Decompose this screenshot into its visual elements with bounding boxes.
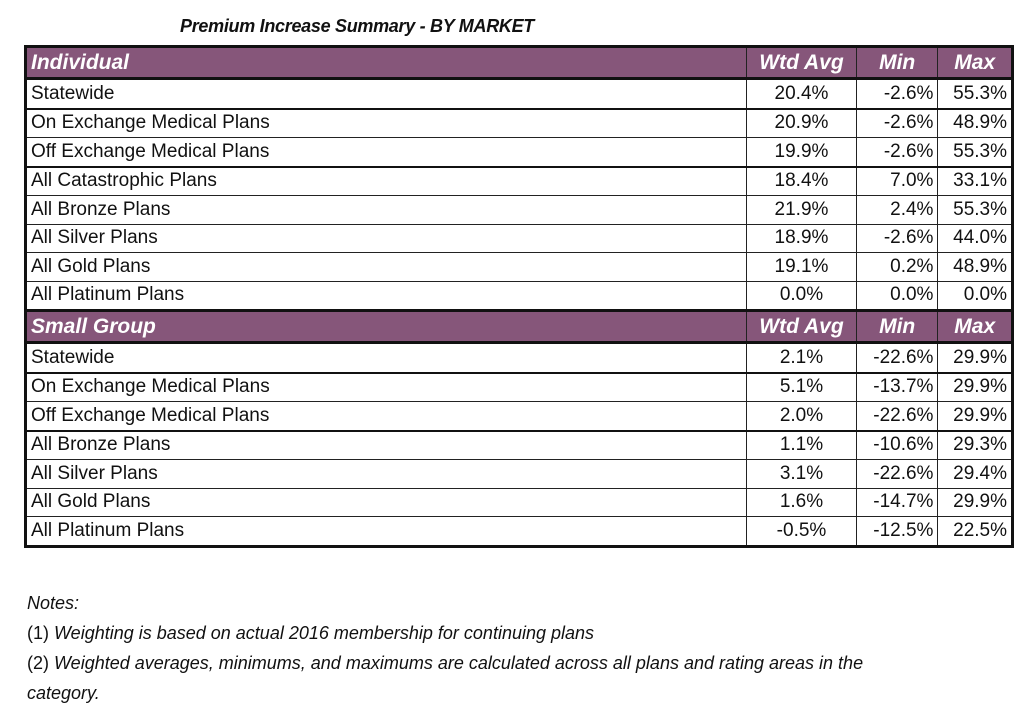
min-cell: -22.6%	[855, 342, 939, 374]
max-cell: 55.3%	[937, 195, 1013, 225]
row-label: Off Exchange Medical Plans	[24, 137, 748, 168]
wtd-avg-cell: 1.1%	[746, 430, 857, 460]
wtd-avg-cell: 3.1%	[746, 459, 857, 489]
section-title: Individual	[24, 46, 748, 79]
column-header: Wtd Avg	[746, 310, 857, 343]
table-row: On Exchange Medical Plans 5.1% -13.7% 29.9%	[24, 372, 1013, 402]
min-cell: -2.6%	[855, 78, 939, 110]
min-cell: -14.7%	[855, 487, 939, 517]
max-cell: 48.9%	[937, 252, 1013, 282]
row-label: All Silver Plans	[24, 459, 748, 489]
wtd-avg-cell: 0.0%	[746, 280, 857, 311]
max-cell: 55.3%	[937, 78, 1013, 110]
row-label: Statewide	[24, 342, 748, 374]
row-label: All Silver Plans	[24, 223, 748, 253]
min-cell: -13.7%	[855, 372, 939, 402]
notes: Notes: (1) Weighting is based on actual …	[27, 588, 887, 708]
wtd-avg-cell: 2.0%	[746, 401, 857, 432]
max-cell: 29.9%	[937, 487, 1013, 517]
note-2: (2) Weighted averages, minimums, and max…	[27, 653, 864, 703]
premium-summary-table: Individual Wtd Avg Min Max Statewide 20.4% -2.…	[24, 45, 1014, 548]
max-cell: 33.1%	[937, 166, 1013, 196]
column-header: Wtd Avg	[746, 46, 857, 79]
section-header: Individual Wtd Avg Min Max	[24, 46, 1013, 79]
section-title: Small Group	[24, 310, 748, 343]
max-cell: 29.9%	[937, 401, 1013, 432]
max-cell: 55.3%	[937, 137, 1013, 168]
table-row: All Silver Plans 18.9% -2.6% 44.0%	[24, 223, 1013, 253]
table-row: Off Exchange Medical Plans 19.9% -2.6% 55.3…	[24, 137, 1013, 168]
table-row: Off Exchange Medical Plans 2.0% -22.6% 29.9…	[24, 401, 1013, 432]
wtd-avg-cell: 5.1%	[746, 372, 857, 402]
min-cell: -22.6%	[855, 401, 939, 432]
wtd-avg-cell: 18.9%	[746, 223, 857, 253]
table-row: All Catastrophic Plans 18.4% 7.0% 33.1%	[24, 166, 1013, 196]
min-cell: -2.6%	[855, 223, 939, 253]
row-label: Off Exchange Medical Plans	[24, 401, 748, 432]
min-cell: -12.5%	[855, 516, 939, 547]
wtd-avg-cell: 18.4%	[746, 166, 857, 196]
max-cell: 29.9%	[937, 342, 1013, 374]
max-cell: 44.0%	[937, 223, 1013, 253]
row-label: All Gold Plans	[24, 487, 748, 517]
min-cell: -10.6%	[855, 430, 939, 460]
row-label: All Platinum Plans	[24, 516, 748, 547]
wtd-avg-cell: 20.9%	[746, 108, 857, 138]
table-row: Statewide 2.1% -22.6% 29.9%	[24, 342, 1013, 374]
min-cell: -22.6%	[855, 459, 939, 489]
section-header: Small Group Wtd Avg Min Max	[24, 310, 1013, 343]
row-label: All Gold Plans	[24, 252, 748, 282]
min-cell: -2.6%	[855, 108, 939, 138]
table-row: All Platinum Plans 0.0% 0.0% 0.0%	[24, 280, 1013, 311]
wtd-avg-cell: 2.1%	[746, 342, 857, 374]
wtd-avg-cell: 1.6%	[746, 487, 857, 517]
row-label: All Bronze Plans	[24, 195, 748, 225]
wtd-avg-cell: 19.9%	[746, 137, 857, 168]
column-header: Min	[855, 46, 939, 79]
notes-heading: Notes:	[27, 593, 80, 613]
min-cell: 0.0%	[855, 280, 939, 311]
wtd-avg-cell: 20.4%	[746, 78, 857, 110]
wtd-avg-cell: 19.1%	[746, 252, 857, 282]
page-title: Premium Increase Summary - BY MARKET	[180, 16, 534, 36]
max-cell: 29.4%	[937, 459, 1013, 489]
row-label: All Bronze Plans	[24, 430, 748, 460]
max-cell: 22.5%	[937, 516, 1013, 547]
min-cell: -2.6%	[855, 137, 939, 168]
row-label: Statewide	[24, 78, 748, 110]
row-label: On Exchange Medical Plans	[24, 108, 748, 138]
row-label: On Exchange Medical Plans	[24, 372, 748, 402]
min-cell: 2.4%	[855, 195, 939, 225]
max-cell: 29.3%	[937, 430, 1013, 460]
column-header: Max	[937, 310, 1013, 343]
table-row: All Platinum Plans -0.5% -12.5% 22.5%	[24, 516, 1013, 547]
max-cell: 29.9%	[937, 372, 1013, 402]
column-header: Max	[937, 46, 1013, 79]
wtd-avg-cell: 21.9%	[746, 195, 857, 225]
table-row: All Gold Plans 1.6% -14.7% 29.9%	[24, 487, 1013, 517]
row-label: All Platinum Plans	[24, 280, 748, 311]
table-row: All Gold Plans 19.1% 0.2% 48.9%	[24, 252, 1013, 282]
column-header: Min	[855, 310, 939, 343]
note-1: (1) Weighting is based on actual 2016 me…	[27, 623, 595, 643]
table-row: On Exchange Medical Plans 20.9% -2.6% 48.9%	[24, 108, 1013, 138]
max-cell: 48.9%	[937, 108, 1013, 138]
table-row: All Bronze Plans 21.9% 2.4% 55.3%	[24, 195, 1013, 225]
min-cell: 0.2%	[855, 252, 939, 282]
table-row: All Bronze Plans 1.1% -10.6% 29.3%	[24, 430, 1013, 460]
row-label: All Catastrophic Plans	[24, 166, 748, 196]
max-cell: 0.0%	[937, 280, 1013, 311]
table-row: All Silver Plans 3.1% -22.6% 29.4%	[24, 459, 1013, 489]
table-row: Statewide 20.4% -2.6% 55.3%	[24, 78, 1013, 110]
wtd-avg-cell: -0.5%	[746, 516, 857, 547]
min-cell: 7.0%	[855, 166, 939, 196]
